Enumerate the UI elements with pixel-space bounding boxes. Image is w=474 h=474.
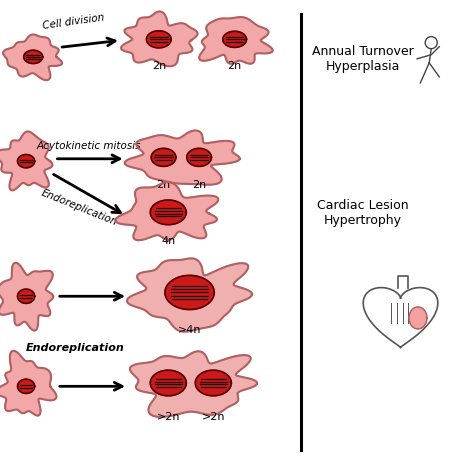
Polygon shape [18,379,35,393]
Polygon shape [151,148,176,166]
Polygon shape [130,351,257,417]
Polygon shape [18,155,35,168]
Text: Endoreplication: Endoreplication [26,343,124,353]
Polygon shape [121,11,198,66]
Polygon shape [0,131,53,191]
Polygon shape [199,17,273,64]
Text: 2n: 2n [192,180,206,190]
Polygon shape [363,288,438,348]
Text: Cell division: Cell division [42,12,105,31]
Text: Acytokinetic mitosis: Acytokinetic mitosis [37,141,141,151]
Polygon shape [150,370,186,396]
Polygon shape [223,31,246,47]
Polygon shape [0,263,53,330]
Text: 2n: 2n [152,61,166,71]
Text: 2n: 2n [156,180,171,190]
Text: Cardiac Lesion
Hypertrophy: Cardiac Lesion Hypertrophy [317,199,409,228]
Text: >2n: >2n [156,412,180,422]
Text: >4n: >4n [178,325,201,335]
Text: 2n: 2n [228,61,242,71]
Polygon shape [18,289,35,303]
Polygon shape [165,275,214,310]
Polygon shape [409,307,427,329]
Polygon shape [125,130,240,185]
Polygon shape [0,351,56,416]
Polygon shape [24,50,43,64]
Polygon shape [127,258,252,332]
Text: Annual Turnover
Hyperplasia: Annual Turnover Hyperplasia [312,45,413,73]
Polygon shape [115,182,219,240]
Polygon shape [150,200,186,225]
Polygon shape [187,148,211,166]
Polygon shape [3,35,62,80]
Text: >2n: >2n [201,412,225,422]
Text: Endoreplication: Endoreplication [40,187,119,227]
Polygon shape [195,370,231,396]
Text: 4n: 4n [161,236,175,246]
Polygon shape [146,31,171,48]
